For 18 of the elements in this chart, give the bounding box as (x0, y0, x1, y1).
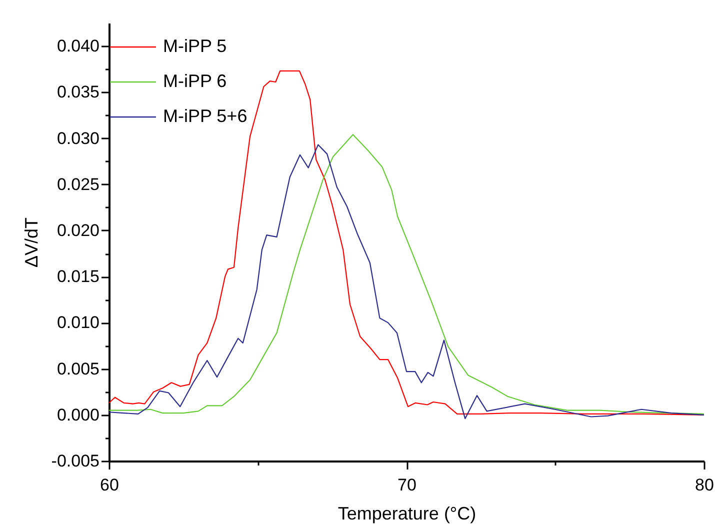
y-tick-label: 0.015 (56, 267, 100, 286)
y-tick-label: 0.000 (56, 405, 100, 424)
legend-label: M-iPP 5+6 (163, 106, 248, 126)
y-tick-label: 0.040 (56, 36, 100, 56)
y-tick-label: 0.020 (56, 220, 100, 240)
y-tick-label: 0.030 (56, 128, 100, 148)
x-tick-label: 60 (100, 476, 119, 494)
y-tick-label: 0.005 (56, 359, 100, 378)
y-axis-title: ΔV/dT (21, 217, 42, 268)
x-tick-label: 80 (695, 476, 714, 494)
y-tick-label: 0.010 (56, 313, 100, 332)
legend-label: M-iPP 6 (163, 71, 227, 91)
y-tick-label: 0.035 (56, 82, 100, 102)
y-tick-label: -0.005 (51, 452, 100, 470)
x-tick-label: 70 (398, 476, 416, 494)
x-axis-title: Temperature (°C) (338, 504, 476, 524)
legend-label: M-iPP 5 (163, 36, 227, 56)
y-tick-label: 0.025 (56, 174, 100, 194)
